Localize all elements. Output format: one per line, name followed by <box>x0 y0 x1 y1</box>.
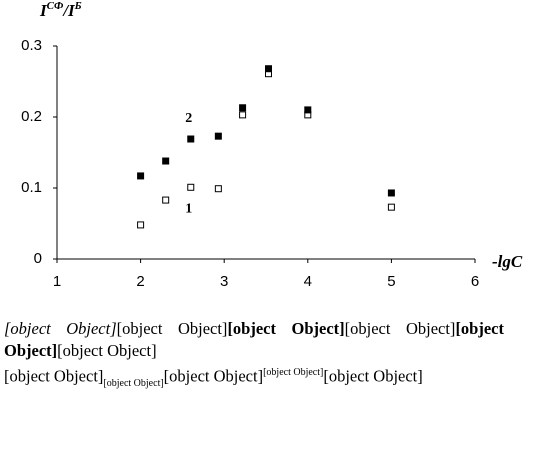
point <box>187 135 195 143</box>
x-tick-label: 2 <box>136 273 144 290</box>
point <box>137 221 145 229</box>
point <box>162 196 170 204</box>
y-tick-label: 0 <box>34 250 42 267</box>
caption-run: [object Object] <box>344 319 456 338</box>
y-axis-label-part: СФ <box>47 0 64 12</box>
x-axis-label: -lgC <box>492 252 523 271</box>
caption-run: [object Object] <box>323 366 423 386</box>
y-axis-label-part: I <box>39 1 48 20</box>
caption-run: [object Object] <box>57 341 157 360</box>
caption-run: [object Object] <box>116 319 228 338</box>
x-tick-label: 4 <box>304 273 312 290</box>
caption-run: [object Object] <box>103 377 164 389</box>
point <box>162 157 170 165</box>
point <box>265 65 273 73</box>
caption-run: [object Object] <box>4 366 104 386</box>
point <box>214 132 222 140</box>
point <box>214 185 222 193</box>
x-tick-label: 5 <box>387 273 395 290</box>
y-axis-label: IСФ/IБ <box>39 0 82 20</box>
point <box>387 203 395 211</box>
point <box>239 111 247 119</box>
point <box>304 106 312 114</box>
y-axis-label-part: Б <box>74 0 82 12</box>
series-label: 2 <box>185 111 192 126</box>
point <box>387 189 395 197</box>
caption: [object Object][object Object][object Ob… <box>4 318 504 395</box>
point <box>187 183 195 191</box>
y-tick-label: 0.3 <box>21 37 42 54</box>
point <box>137 172 145 180</box>
x-tick-label: 3 <box>220 273 228 290</box>
point <box>239 104 247 112</box>
caption-run: [object Object] <box>4 319 117 338</box>
caption-run: [object Object] <box>163 366 264 386</box>
x-tick-label: 6 <box>471 273 479 290</box>
y-tick-label: 0.2 <box>21 108 42 125</box>
x-tick-label: 1 <box>53 273 61 290</box>
caption-run: [object Object] <box>263 367 324 378</box>
y-tick-label: 0.1 <box>21 179 42 196</box>
caption-condition: [object Object][object Object][object Ob… <box>4 362 504 395</box>
series-label: 1 <box>185 202 192 217</box>
caption-run: [object Object] <box>227 319 345 338</box>
caption-text: [object Object][object Object][object Ob… <box>4 318 504 362</box>
chart: IСФ/IБ -lgC 0 0.1 0.2 0.3 1 2 3 4 5 6 1 2 <box>21 0 523 290</box>
y-axis-label-part: /I <box>61 1 76 20</box>
caption-run: [object Object] <box>4 319 504 360</box>
